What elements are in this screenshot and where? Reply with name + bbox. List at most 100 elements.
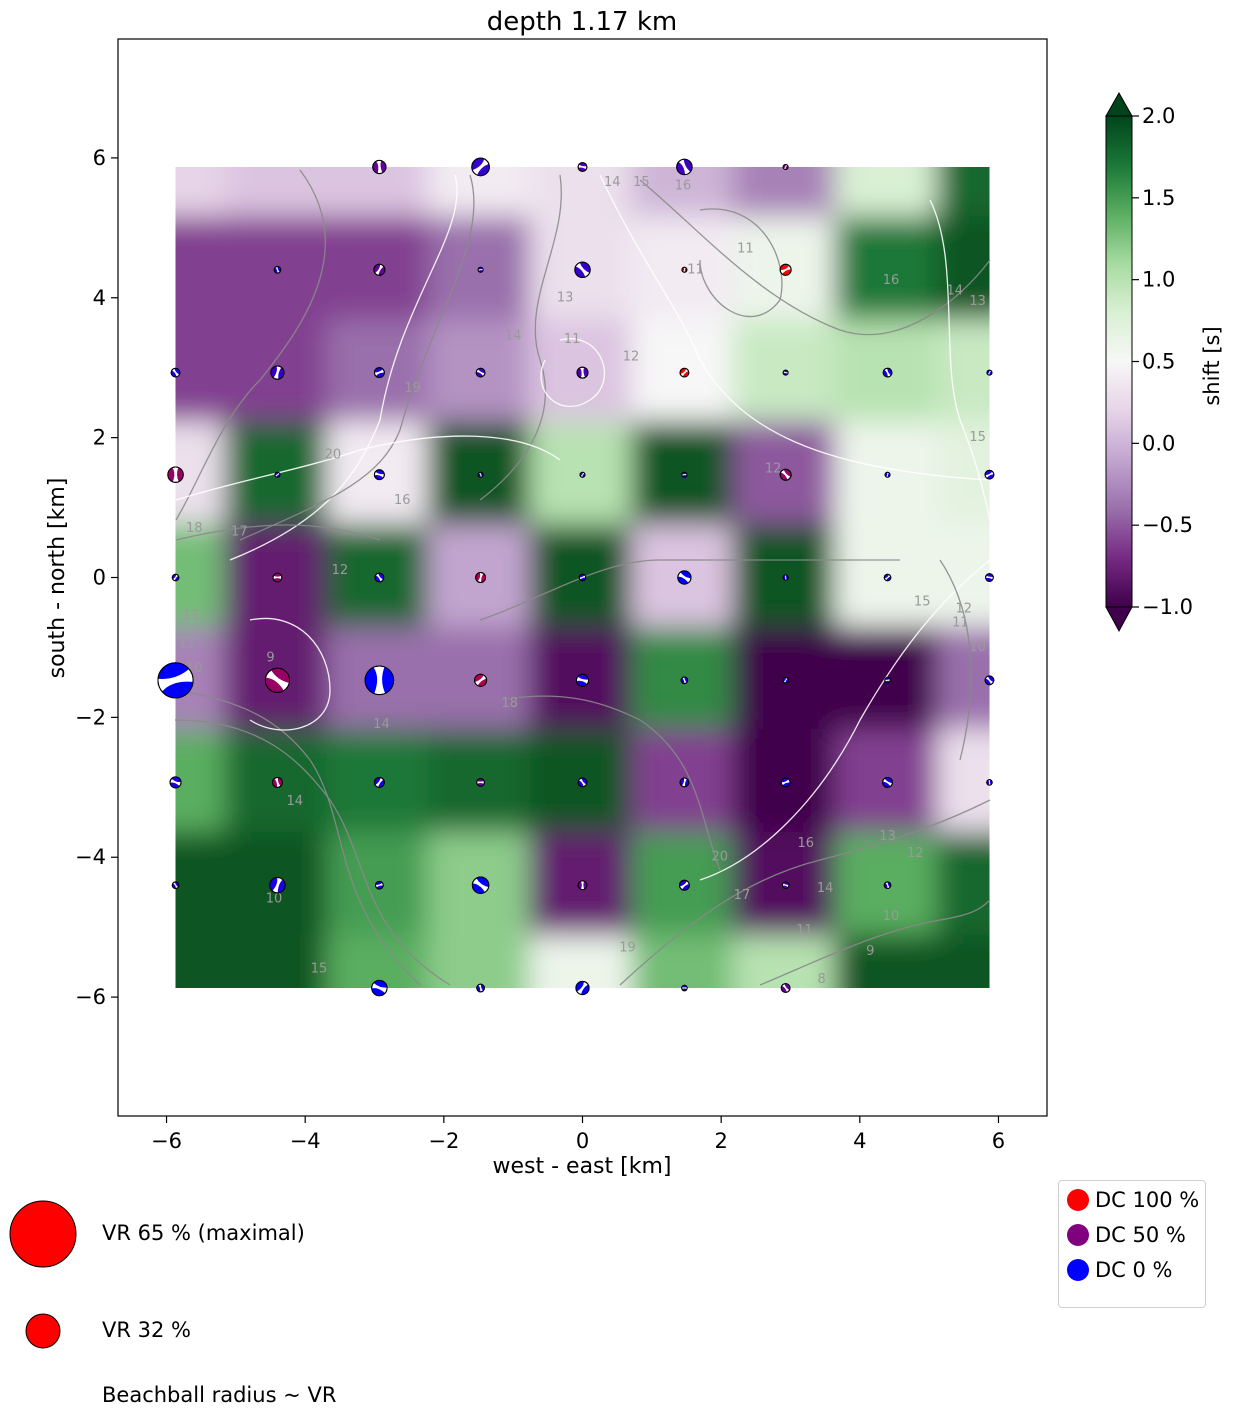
beachball-quadrant: [382, 666, 394, 694]
dc-legend-item: DC 0 %: [1067, 1255, 1173, 1285]
beachball-rim: [984, 675, 995, 686]
colorbar-tick-label: −0.5: [1142, 513, 1193, 537]
chart-title: depth 1.17 km: [487, 7, 677, 37]
beachball: [681, 471, 688, 478]
beachball: [577, 880, 588, 891]
beachball: [474, 673, 488, 687]
contour-line: [540, 338, 606, 407]
beachball: [579, 471, 586, 478]
contour-label: 13: [969, 294, 986, 309]
beachball-note: Beachball radius ~ VR: [102, 1383, 337, 1407]
beachball-rim: [779, 468, 792, 481]
beachball-rim: [577, 777, 588, 788]
x-axis-label: west - east [km]: [493, 1154, 672, 1179]
contour-label: 14: [373, 717, 390, 732]
contour-label: 15: [633, 175, 650, 190]
heatmap-cell: [175, 319, 229, 426]
beachball: [679, 367, 690, 378]
beachball-rim: [264, 667, 291, 693]
y-tick-label: 0: [93, 566, 106, 590]
beachball: [681, 266, 688, 273]
beachball-quadrant: [171, 370, 177, 377]
contour-line: [929, 199, 991, 521]
beachball-rim: [984, 469, 995, 480]
heatmap-cell: [834, 934, 941, 989]
heatmap-cell: [175, 166, 229, 221]
beachball-quadrant: [883, 369, 888, 377]
contour-label: 11: [796, 923, 813, 938]
beachball-rim: [780, 777, 791, 788]
beachballs: [157, 157, 995, 997]
beachball: [984, 675, 995, 686]
heatmap-cell: [936, 831, 990, 939]
heatmap-cell: [175, 831, 229, 939]
contour-line: [229, 174, 458, 561]
contour-label: 12: [956, 601, 973, 616]
beachball-rim: [781, 881, 790, 890]
dc-legend-item: DC 100 %: [1067, 1185, 1199, 1215]
beachball: [373, 367, 385, 379]
beachball-rim: [167, 466, 184, 483]
beachball-rim: [577, 162, 588, 172]
beachball-rim: [782, 163, 789, 170]
contour-line: [699, 559, 991, 881]
beachball: [476, 778, 485, 787]
beachball: [578, 573, 587, 582]
y-axis-label: south - north [km]: [45, 478, 70, 679]
beachball-quadrant: [574, 266, 586, 278]
beachball-rim: [364, 665, 395, 696]
vr-legend: [9, 1200, 77, 1349]
colorbar: −1.0 −0.5 0.0 0.5 1.0 1.5 2.0 shift [s]: [1105, 91, 1224, 633]
heatmap-cell: [936, 934, 990, 989]
contour-line: [499, 695, 721, 871]
beachball: [782, 163, 789, 170]
beachball-rim: [477, 471, 484, 478]
beachball-rim: [579, 471, 586, 478]
beachball: [575, 673, 590, 687]
beachball-rim: [680, 676, 689, 685]
beachball-quadrant: [265, 677, 284, 693]
beachball: [272, 572, 283, 583]
beachball: [780, 983, 791, 993]
contour-label: 16: [883, 273, 900, 288]
beachball: [372, 159, 387, 175]
beachball: [171, 881, 180, 890]
contour-label: 14: [505, 329, 522, 344]
beachball: [373, 263, 386, 276]
beachball-rim: [676, 158, 693, 176]
beachball: [475, 367, 486, 378]
contour-label: 16: [797, 836, 814, 851]
beachball: [884, 471, 891, 478]
vr-legend-ball-max: [9, 1200, 77, 1268]
beachball-quadrant: [472, 883, 485, 894]
beachball-rim: [476, 778, 485, 787]
beachball: [681, 984, 688, 992]
beachball: [270, 365, 285, 380]
beachball-quadrant: [581, 778, 587, 785]
beachball: [364, 665, 395, 696]
beachball-quadrant: [477, 368, 485, 374]
beachball-rim: [677, 570, 692, 585]
beachball: [575, 980, 590, 996]
dc-legend-label: DC 50 %: [1095, 1223, 1186, 1247]
beachball-quadrant: [477, 163, 490, 176]
beachball-rim: [157, 662, 194, 699]
beachball-quadrant: [583, 881, 587, 890]
x-tick-label: −2: [428, 1129, 459, 1153]
beachball: [882, 367, 893, 378]
beachball-quadrant: [784, 983, 791, 991]
beachball-quadrant: [887, 368, 892, 376]
beachball-rim: [782, 574, 789, 581]
heatmap-cell: [732, 934, 839, 989]
heatmap-cell: [427, 934, 534, 989]
beachball: [169, 776, 182, 789]
beachball-quadrant: [174, 368, 180, 375]
heatmap-cell: [175, 216, 229, 324]
beachball: [170, 367, 181, 378]
beachball-rim: [272, 572, 283, 583]
heatmap-cell: [834, 166, 941, 221]
x-tick-label: 2: [714, 1129, 727, 1153]
y-axis-ticks: −6 −4 −2 0 2 4 6: [75, 146, 118, 1009]
contour-line: [639, 179, 991, 336]
